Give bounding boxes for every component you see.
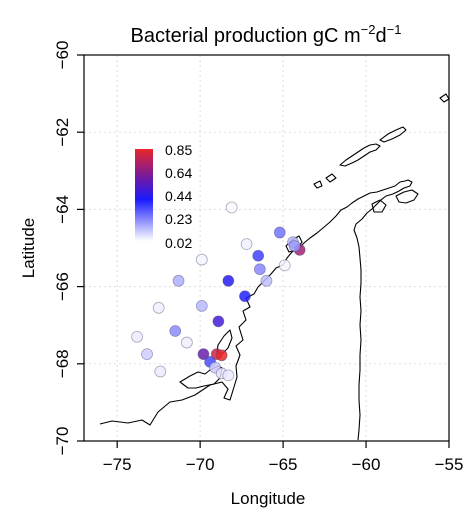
station-point <box>154 365 167 378</box>
plot-frame <box>83 54 450 442</box>
south-orkney-islands-coastline <box>439 93 450 103</box>
station-point <box>260 274 273 287</box>
small-island-1 <box>325 173 337 183</box>
color-scale-bar <box>135 149 153 241</box>
color-scale-label: 0.02 <box>165 235 192 251</box>
y-axis-label: Latitude <box>19 218 38 279</box>
station-point <box>273 226 286 239</box>
station-point <box>131 330 143 343</box>
x-tick-label: −55 <box>435 455 464 474</box>
y-tick-label: −66 <box>53 272 72 301</box>
station-point <box>288 240 301 252</box>
title-main: Bacterial production gC m <box>131 25 361 47</box>
x-tick-label: −65 <box>269 455 298 474</box>
station-point <box>239 290 251 303</box>
x-tick-label: −75 <box>103 455 132 474</box>
title-superscript-1: −2 <box>361 22 376 37</box>
james-ross-island-coastline <box>371 199 387 213</box>
y-tick-label: −70 <box>53 427 72 456</box>
station-point <box>212 315 225 328</box>
color-scale-label: 0.23 <box>165 211 192 227</box>
x-axis-label: Longitude <box>231 489 306 508</box>
title-superscript-2: −1 <box>387 22 402 37</box>
station-point <box>240 238 253 251</box>
gridlines <box>84 54 450 442</box>
station-point <box>215 349 228 362</box>
title-d: d <box>375 25 386 47</box>
x-tick-label: −70 <box>186 455 215 474</box>
peninsula-coastline <box>99 179 413 441</box>
king-george-island-coastline <box>379 126 407 143</box>
color-scale-label: 0.64 <box>165 165 192 181</box>
station-point <box>197 348 210 361</box>
station-point <box>278 259 291 272</box>
x-axis: −75 −70 −65 −60 −55 <box>103 441 464 474</box>
station-point <box>222 369 235 382</box>
color-scale-label: 0.44 <box>165 188 192 204</box>
y-tick-label: −64 <box>53 195 72 224</box>
station-point <box>169 325 182 337</box>
station-point <box>172 274 185 287</box>
chart-title: Bacterial production gC m−2d−1 <box>131 22 402 47</box>
station-point <box>222 274 235 287</box>
color-scale-label: 0.85 <box>165 142 192 158</box>
x-tick-label: −60 <box>352 455 381 474</box>
y-tick-label: −68 <box>53 349 72 378</box>
station-point <box>195 299 208 312</box>
station-point <box>141 348 153 361</box>
y-axis: −70 −68 −66 −64 −62 −60 <box>53 41 84 456</box>
station-point <box>152 301 165 314</box>
station-points <box>131 201 306 382</box>
joinville-island-coastline <box>395 189 419 204</box>
color-scale-legend: 0.85 0.64 0.44 0.23 0.02 <box>135 142 192 251</box>
station-point <box>195 253 208 266</box>
station-point <box>252 249 265 262</box>
station-point <box>253 263 266 276</box>
y-tick-label: −62 <box>53 118 72 147</box>
station-point <box>180 336 193 349</box>
y-tick-label: −60 <box>53 41 72 70</box>
south-shetland-islands-coastline <box>339 143 381 167</box>
station-point <box>225 201 238 214</box>
small-island-2 <box>313 180 323 189</box>
coastline <box>99 93 450 441</box>
